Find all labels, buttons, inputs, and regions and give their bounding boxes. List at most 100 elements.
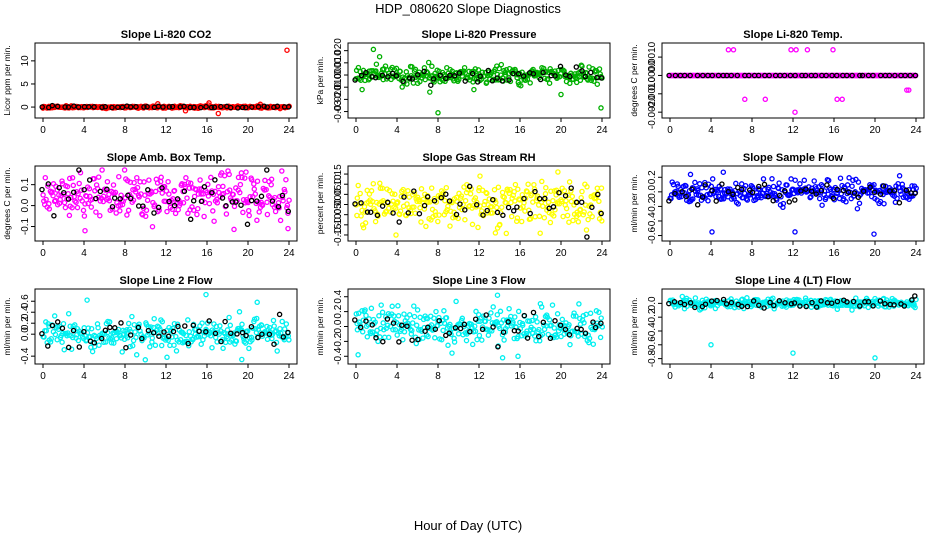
data-point — [248, 334, 255, 341]
data-point — [912, 293, 918, 299]
data-point — [730, 191, 736, 198]
data-point — [352, 77, 358, 83]
data-point — [233, 338, 240, 344]
x-tick-label: 4 — [81, 248, 87, 259]
data-point — [112, 325, 118, 331]
data-point — [421, 68, 427, 75]
data-point — [513, 218, 520, 225]
data-point — [243, 104, 249, 111]
data-point — [514, 215, 521, 221]
data-point — [840, 187, 847, 194]
x-tick-label: 20 — [869, 125, 881, 136]
data-point — [183, 332, 189, 339]
data-point — [230, 191, 236, 198]
y-axis-label: ml/min per min. — [2, 297, 12, 355]
data-point — [537, 76, 544, 83]
data-point — [583, 227, 590, 233]
data-point — [237, 189, 243, 196]
data-point — [91, 104, 97, 110]
data-point — [735, 201, 741, 207]
outlier-point — [284, 47, 290, 53]
data-point — [65, 196, 72, 202]
chart-title: Slope Li-820 Pressure — [422, 29, 537, 41]
data-point — [206, 318, 212, 324]
y-tick-label: 0.05 — [333, 184, 344, 204]
y-tick-label: 0.010 — [333, 50, 344, 75]
data-point — [527, 210, 533, 217]
x-tick-label: 12 — [160, 125, 172, 136]
data-point — [679, 188, 685, 195]
data-point — [474, 336, 480, 343]
data-point — [457, 325, 464, 332]
plot-frame — [661, 42, 925, 119]
data-point — [81, 213, 88, 219]
x-tick-label: 12 — [787, 371, 799, 382]
data-point — [681, 301, 688, 308]
data-point — [280, 334, 287, 340]
data-point — [96, 342, 102, 348]
x-tick-label: 20 — [869, 371, 881, 382]
data-point — [687, 300, 694, 306]
data-point — [877, 298, 884, 304]
data-point — [689, 186, 695, 193]
outlier-point — [871, 231, 877, 237]
data-point — [498, 204, 505, 211]
data-point — [422, 328, 428, 334]
data-point — [502, 72, 509, 78]
chart-panel: Slope Gas Stream RH 0 4 8 12 16 20 24 -0.15-0.10… — [315, 152, 611, 259]
data-point — [359, 329, 366, 335]
data-point — [401, 329, 408, 335]
data-point — [106, 197, 113, 204]
data-point — [406, 75, 413, 81]
data-point — [357, 324, 364, 331]
data-point — [672, 190, 678, 197]
data-point — [384, 199, 391, 206]
y-axis-label: kPa per min. — [315, 57, 325, 105]
data-point — [469, 341, 476, 348]
y-tick-label: -0.2 — [647, 308, 658, 326]
chart-panel: Slope Amb. Box Temp. 0 4 8 12 16 20 24 -0.1 0.0 0.… — [2, 152, 298, 259]
data-point — [454, 198, 460, 205]
data-point — [428, 82, 434, 88]
data-point — [401, 311, 407, 317]
data-point — [871, 181, 877, 188]
data-point — [390, 320, 397, 326]
data-point — [61, 346, 67, 353]
data-point — [65, 344, 72, 351]
data-point — [43, 327, 50, 334]
data-point — [222, 318, 228, 325]
y-tick-label: -0.010 — [333, 73, 344, 102]
data-point — [389, 303, 395, 310]
data-point — [844, 299, 850, 305]
data-point — [512, 181, 519, 188]
data-point — [214, 200, 221, 206]
data-point — [514, 204, 520, 210]
outlier-point — [66, 175, 73, 182]
data-point — [94, 185, 101, 192]
data-point — [239, 329, 246, 336]
data-point — [242, 175, 248, 181]
data-point — [891, 187, 898, 194]
data-point — [532, 213, 538, 220]
figure-title: HDP_080620 Slope Diagnostics — [375, 1, 561, 16]
data-point — [264, 104, 270, 110]
data-point — [702, 301, 709, 307]
x-tick-label: 8 — [435, 248, 441, 259]
data-point — [119, 201, 126, 208]
data-point — [230, 330, 237, 336]
data-point — [405, 188, 411, 194]
data-point — [106, 319, 113, 325]
data-point — [483, 312, 489, 318]
data-point — [550, 204, 557, 210]
data-point — [547, 219, 554, 226]
data-point — [392, 205, 399, 211]
data-point — [567, 73, 573, 80]
data-point — [865, 299, 872, 305]
data-point — [472, 328, 479, 335]
data-point — [227, 322, 234, 329]
data-point — [393, 65, 400, 72]
y-tick-label: 0.0 — [20, 327, 31, 341]
data-point — [152, 188, 159, 195]
data-point — [532, 188, 538, 195]
data-point — [276, 193, 283, 200]
